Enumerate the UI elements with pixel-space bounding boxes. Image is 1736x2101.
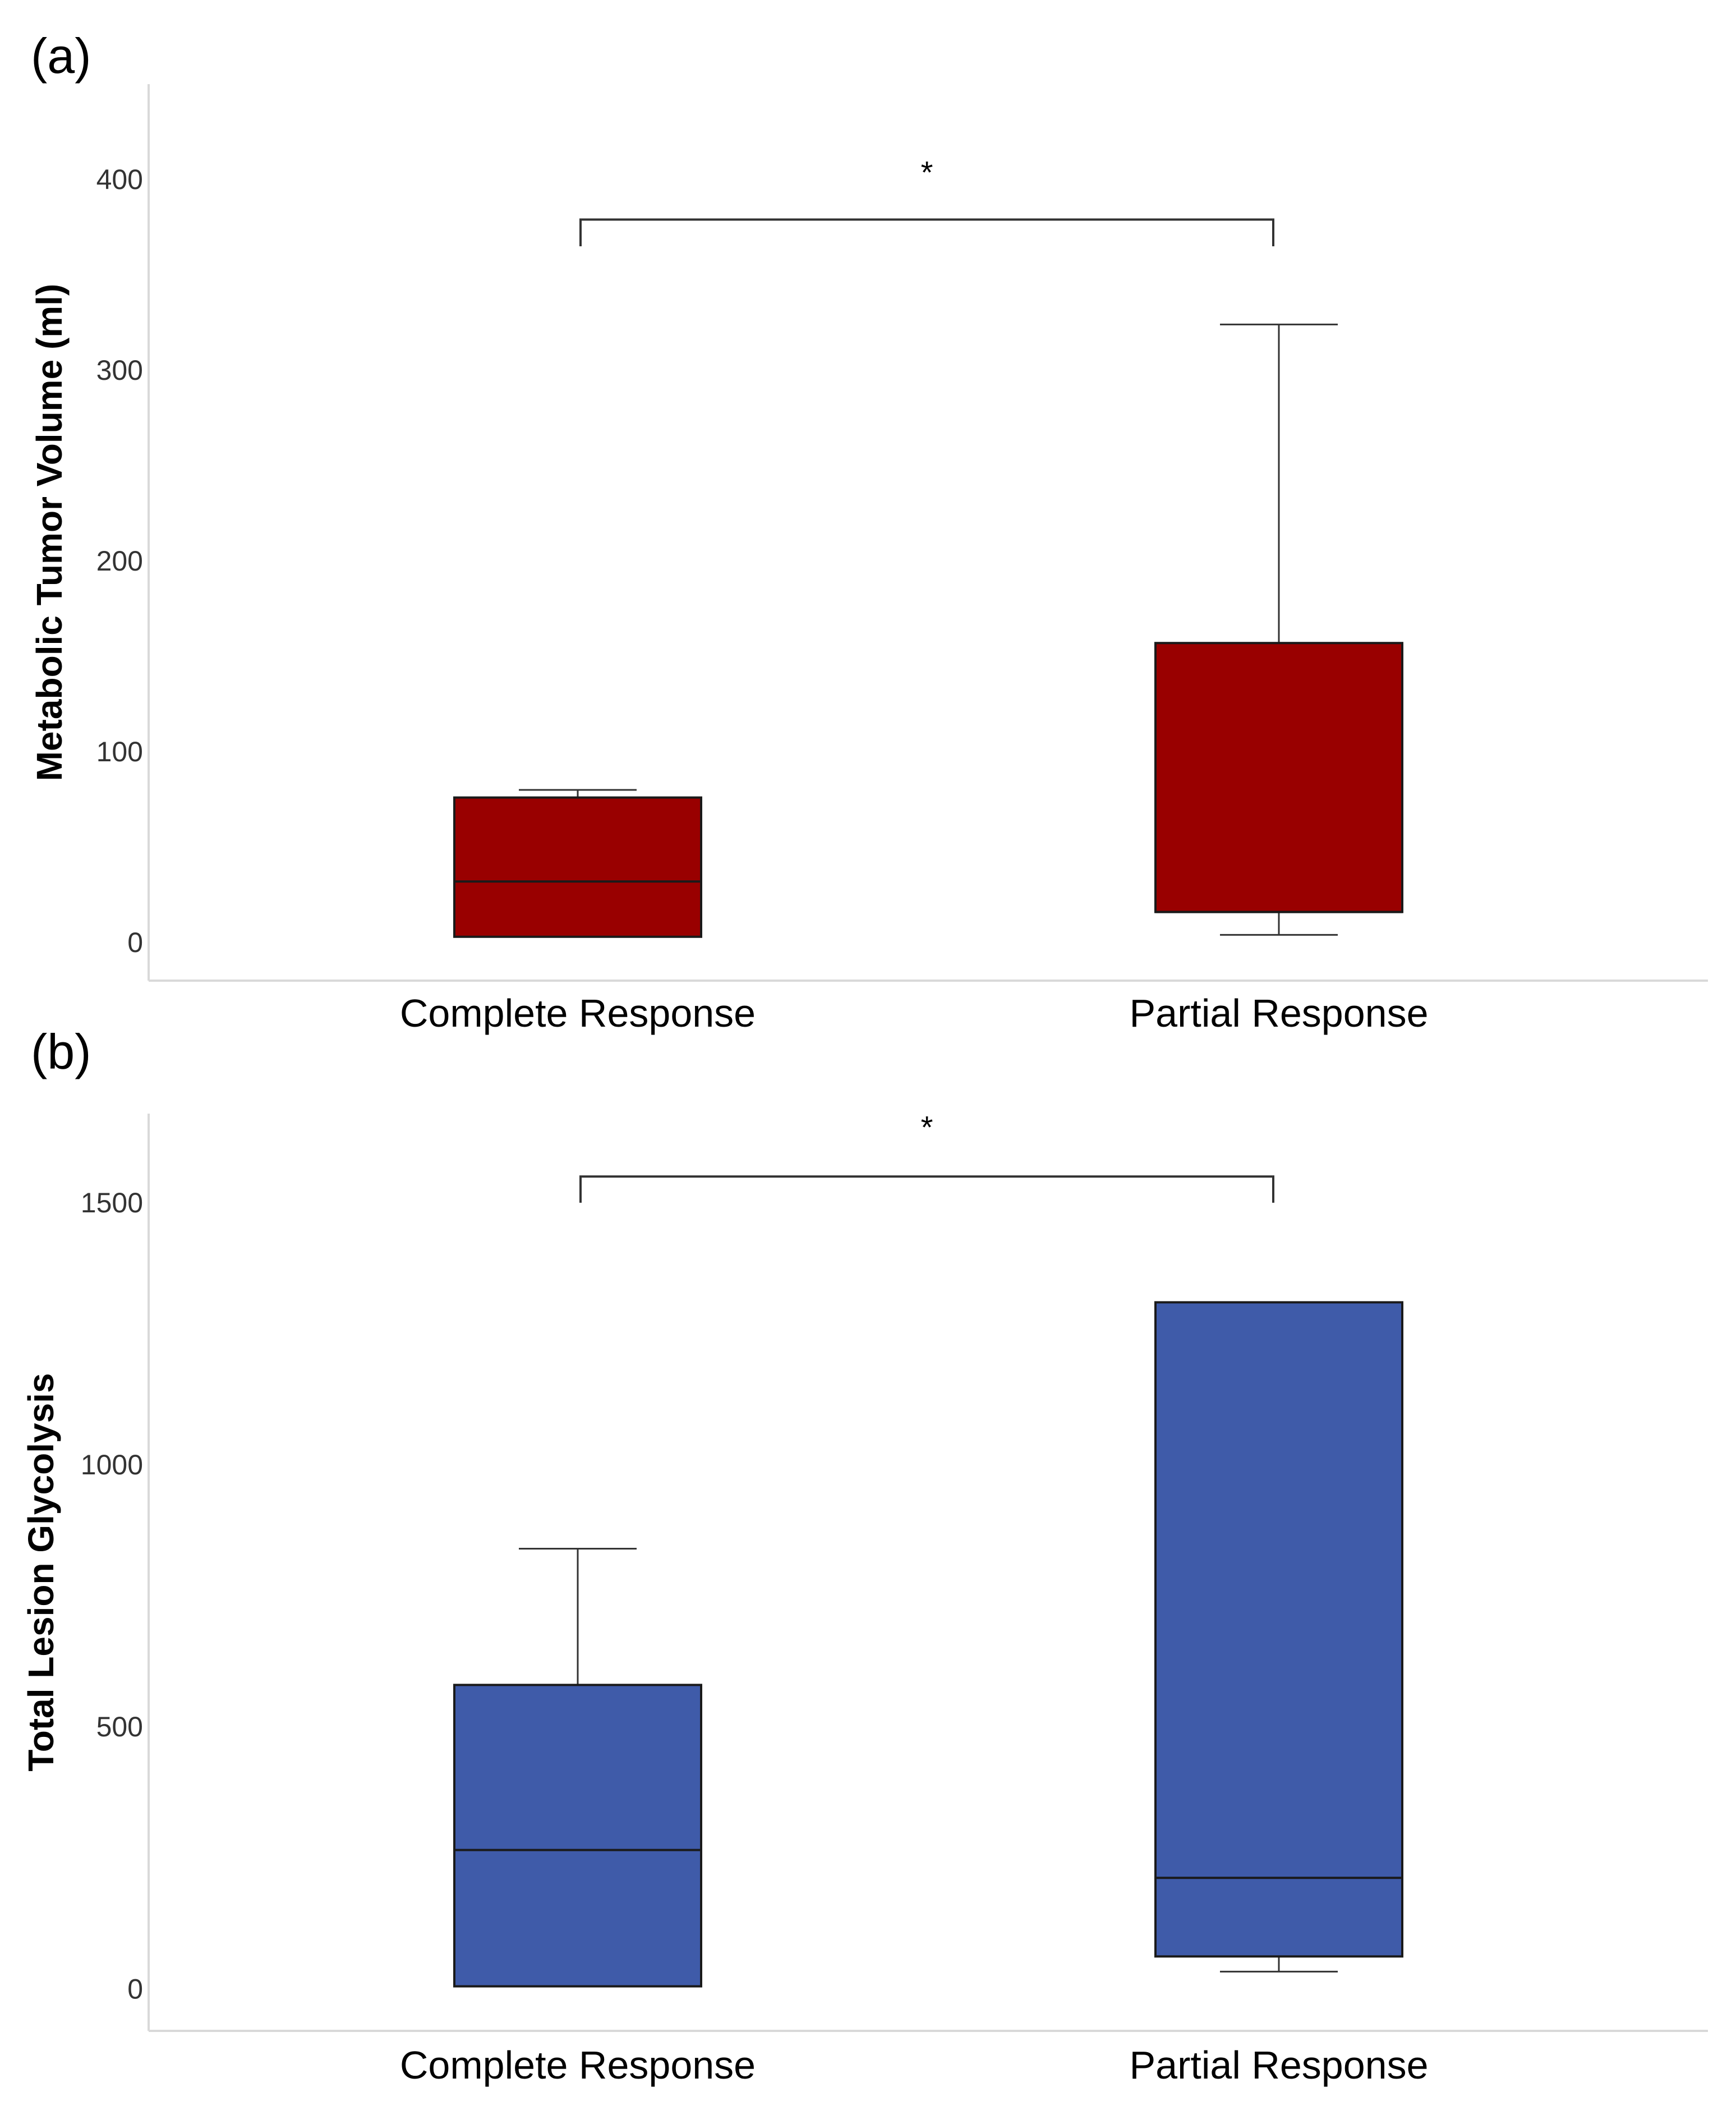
significance-bracket bbox=[579, 1175, 1274, 1203]
y-tick-label: 1500 bbox=[81, 1187, 143, 1219]
panel-label: (a) bbox=[31, 28, 91, 84]
y-tick-label: 0 bbox=[127, 927, 143, 958]
significance-label: * bbox=[921, 154, 933, 190]
x-category-label: Partial Response bbox=[1129, 991, 1428, 1035]
panel-label: (b) bbox=[31, 1024, 91, 1079]
x-category-label: Complete Response bbox=[400, 2043, 756, 2087]
y-tick-label: 400 bbox=[96, 164, 143, 195]
box-partial-response bbox=[1154, 1301, 1403, 1973]
x-category-label: Partial Response bbox=[1129, 2043, 1428, 2087]
box-complete-response bbox=[453, 1547, 702, 1988]
panel-b: (b) 0 500 1000 1500 Total Lesion Glycolysis Co… bbox=[21, 1024, 1708, 2087]
significance-label: * bbox=[921, 1109, 933, 1144]
box-iqr bbox=[1154, 642, 1403, 913]
y-tick-label: 200 bbox=[96, 545, 143, 577]
y-tick-label: 500 bbox=[96, 1711, 143, 1743]
y-tick-label: 1000 bbox=[81, 1449, 143, 1481]
y-tick-label: 300 bbox=[96, 355, 143, 386]
box-iqr bbox=[1154, 1301, 1403, 1958]
y-tick-label: 0 bbox=[127, 1973, 143, 2005]
box-iqr bbox=[453, 796, 702, 938]
box-complete-response bbox=[453, 789, 702, 938]
significance-bracket bbox=[579, 218, 1274, 246]
y-axis-title: Metabolic Tumor Volume (ml) bbox=[29, 284, 70, 781]
x-category-label: Complete Response bbox=[400, 991, 756, 1035]
panel-a: (a) 0 100 200 300 400 Metabolic Tumor Volume (… bbox=[29, 28, 1708, 1035]
y-axis-title: Total Lesion Glycolysis bbox=[21, 1373, 61, 1771]
box-iqr bbox=[453, 1684, 702, 1988]
box-partial-response bbox=[1154, 323, 1403, 936]
y-tick-label: 100 bbox=[96, 736, 143, 767]
